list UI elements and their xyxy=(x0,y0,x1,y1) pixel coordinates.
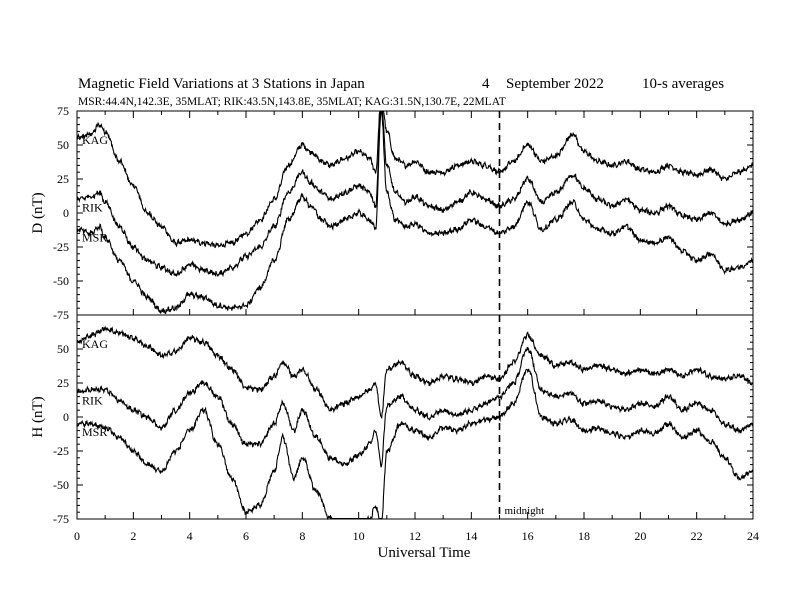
stations-info: MSR:44.4N,142.3E, 35MLAT; RIK:43.5N,143.… xyxy=(78,96,506,108)
top-series-kag xyxy=(76,110,754,249)
midnight-label: midnight xyxy=(505,505,545,517)
chart-day: 4 xyxy=(482,76,490,92)
chart-averaging: 10-s averages xyxy=(642,76,724,92)
bottom-panel-frame xyxy=(76,314,754,520)
top-station-label-msr: MSR xyxy=(82,230,107,244)
bottom-y-ticks: 50 25 0 -25 -50 -75 xyxy=(53,321,753,526)
bottom-series-kag xyxy=(76,325,754,419)
annotations-group: midnight xyxy=(498,111,545,519)
top-ytick-label: -25 xyxy=(53,240,69,254)
top-ytick-label: 25 xyxy=(57,172,69,186)
xlabel: Universal Time xyxy=(378,545,471,561)
top-station-label-kag: KAG xyxy=(82,133,108,147)
xtick-label: 16 xyxy=(522,529,534,543)
top-ytick-label: -50 xyxy=(53,274,69,288)
top-y-ticks: 75 50 25 0 -25 -50 -75 xyxy=(53,104,753,322)
bottom-station-label-kag: KAG xyxy=(82,337,108,351)
bottom-series-rik xyxy=(76,346,754,468)
xtick-label: 0 xyxy=(74,529,80,543)
bottom-ylabel: H (nT) xyxy=(30,396,46,437)
bottom-station-label-rik: RIK xyxy=(82,394,103,408)
top-series-msr xyxy=(76,111,754,315)
bottom-ytick-label: -50 xyxy=(53,478,69,492)
xtick-label: 8 xyxy=(299,529,305,543)
top-ytick-label: 75 xyxy=(57,104,69,118)
xtick-label: 6 xyxy=(243,529,249,543)
chart-month-year: September 2022 xyxy=(506,76,604,92)
top-station-label-rik: RIK xyxy=(82,200,103,214)
xtick-label: 18 xyxy=(578,529,590,543)
bottom-ytick-label: 0 xyxy=(63,410,69,424)
xtick-label: 12 xyxy=(409,529,421,543)
top-ytick-label: -75 xyxy=(53,308,69,322)
xtick-label: 20 xyxy=(634,529,646,543)
top-ytick-label: 50 xyxy=(57,138,69,152)
xtick-label: 4 xyxy=(187,529,193,543)
bottom-ytick-label: -75 xyxy=(53,512,69,526)
top-ytick-label: 0 xyxy=(63,206,69,220)
bottom-series-msr xyxy=(76,368,754,521)
top-series-rik xyxy=(76,110,754,278)
x-ticks: 0 2 4 6 8 10 12 14 16 18 20 22 24 xyxy=(74,111,759,543)
bottom-series-group: KAG RIK MSR xyxy=(76,325,754,521)
xtick-label: 2 xyxy=(130,529,136,543)
top-series-group: KAG RIK MSR xyxy=(76,110,754,315)
bottom-ytick-label: 50 xyxy=(57,342,69,356)
top-ylabel: D (nT) xyxy=(30,192,46,233)
xtick-label: 24 xyxy=(747,529,759,543)
bottom-ytick-label: -25 xyxy=(53,444,69,458)
bottom-station-label-msr: MSR xyxy=(82,425,107,439)
xtick-label: 22 xyxy=(691,529,703,543)
xtick-label: 10 xyxy=(353,529,365,543)
chart-title: Magnetic Field Variations at 3 Stations … xyxy=(78,76,365,92)
bottom-ytick-label: 25 xyxy=(57,376,69,390)
xtick-label: 14 xyxy=(465,529,477,543)
